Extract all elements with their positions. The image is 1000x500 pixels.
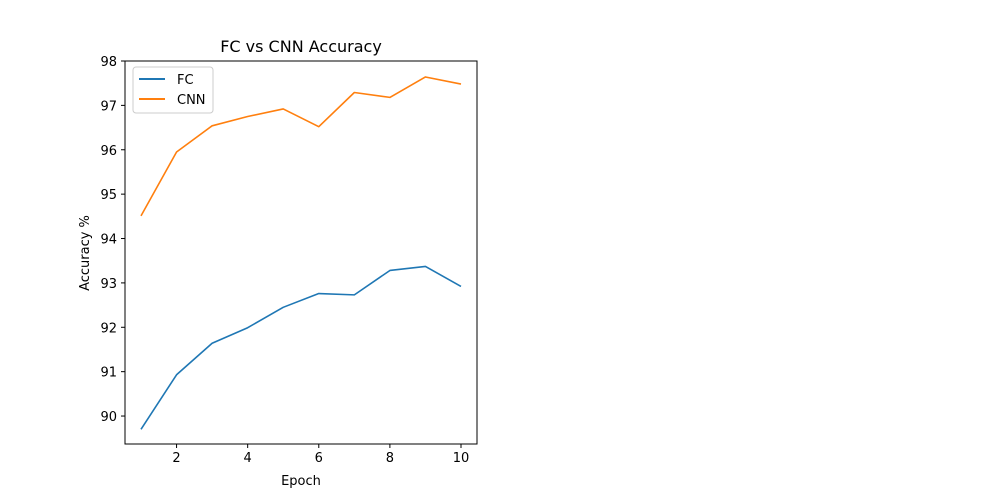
chart-title: FC vs CNN Accuracy bbox=[220, 37, 382, 56]
x-tick-label: 10 bbox=[453, 451, 470, 466]
y-tick-label: 95 bbox=[100, 188, 117, 203]
y-tick-label: 97 bbox=[100, 99, 117, 114]
x-tick-label: 8 bbox=[386, 451, 394, 466]
series-line-cnn bbox=[140, 76, 462, 217]
series-lines bbox=[140, 76, 462, 430]
y-axis: 90 91 92 93 94 95 96 97 98 bbox=[100, 55, 125, 425]
y-tick-label: 90 bbox=[100, 410, 117, 425]
x-tick-label: 6 bbox=[315, 451, 323, 466]
x-axis-label: Epoch bbox=[281, 474, 321, 489]
y-axis-label: Accuracy % bbox=[78, 215, 93, 291]
plot-frame bbox=[124, 60, 478, 445]
x-tick-label: 4 bbox=[244, 451, 252, 466]
y-tick-label: 96 bbox=[100, 144, 117, 159]
y-tick-label: 98 bbox=[100, 55, 117, 70]
y-tick-label: 92 bbox=[100, 321, 117, 336]
y-tick-label: 93 bbox=[100, 277, 117, 292]
legend: FC CNN bbox=[132, 66, 214, 114]
legend-label-fc: FC bbox=[177, 73, 194, 88]
series-line-fc bbox=[140, 265, 462, 430]
x-axis: 2 4 6 8 10 bbox=[172, 444, 469, 466]
plot-area bbox=[124, 60, 478, 445]
legend-label-cnn: CNN bbox=[177, 93, 206, 108]
y-tick-label: 91 bbox=[100, 366, 117, 381]
x-tick-label: 2 bbox=[172, 451, 180, 466]
y-tick-label: 94 bbox=[100, 233, 117, 248]
